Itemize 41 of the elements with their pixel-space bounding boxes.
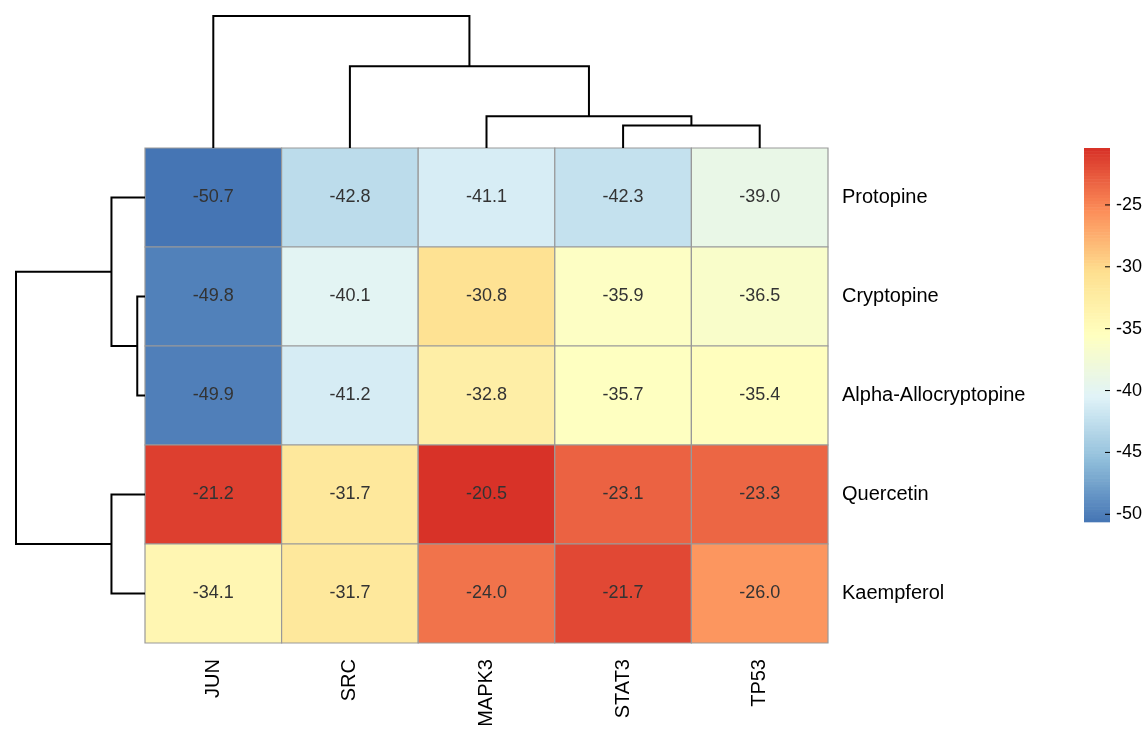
color-bar-label: -45: [1116, 441, 1143, 462]
data-label: -24.0: [465, 582, 508, 603]
data-label: -21.2: [192, 483, 234, 504]
data-label: -31.7: [329, 582, 371, 603]
data-label: -36.5: [739, 285, 781, 306]
data-label: -23.1: [602, 483, 644, 504]
color-bar-label: -35: [1116, 317, 1143, 338]
y-tick-label: Kaempferol: [842, 581, 945, 604]
data-label: -31.7: [329, 483, 371, 504]
data-label: -42.8: [329, 186, 371, 207]
x-tick-label: TP53: [747, 659, 770, 707]
x-tick-label: MAPK3: [474, 659, 497, 727]
data-label: -42.3: [602, 186, 644, 207]
data-label: -40.1: [329, 285, 371, 306]
data-label: -35.9: [602, 285, 644, 306]
data-label: -50.7: [192, 186, 234, 207]
data-label: -34.1: [192, 582, 234, 603]
color-bar-label: -30: [1116, 255, 1143, 276]
data-label: -35.4: [739, 384, 781, 405]
color-bar-label: -25: [1116, 193, 1143, 214]
data-label: -30.8: [465, 285, 508, 306]
color-bar-label: -50: [1116, 503, 1143, 524]
data-label: -49.8: [192, 285, 234, 306]
data-label: -41.1: [465, 186, 508, 207]
data-label: -35.7: [602, 384, 644, 405]
data-label: -20.5: [465, 483, 508, 504]
x-tick-label: JUN: [200, 659, 223, 698]
data-label: -39.0: [739, 186, 781, 207]
y-tick-label: Protopine: [842, 185, 928, 208]
color-bar-label: -40: [1116, 379, 1143, 400]
data-label: -23.3: [739, 483, 781, 504]
x-tick-label: SRC: [337, 659, 360, 702]
x-tick-label: STAT3: [610, 659, 633, 719]
data-label: -41.2: [329, 384, 371, 405]
y-tick-label: Alpha-Allocryptopine: [842, 383, 1026, 406]
data-label: -26.0: [739, 582, 781, 603]
y-tick-label: Quercetin: [842, 482, 929, 505]
data-label: -49.9: [192, 384, 234, 405]
y-tick-label: Cryptopine: [842, 284, 939, 307]
data-label: -32.8: [465, 384, 508, 405]
data-label: -21.7: [602, 582, 644, 603]
